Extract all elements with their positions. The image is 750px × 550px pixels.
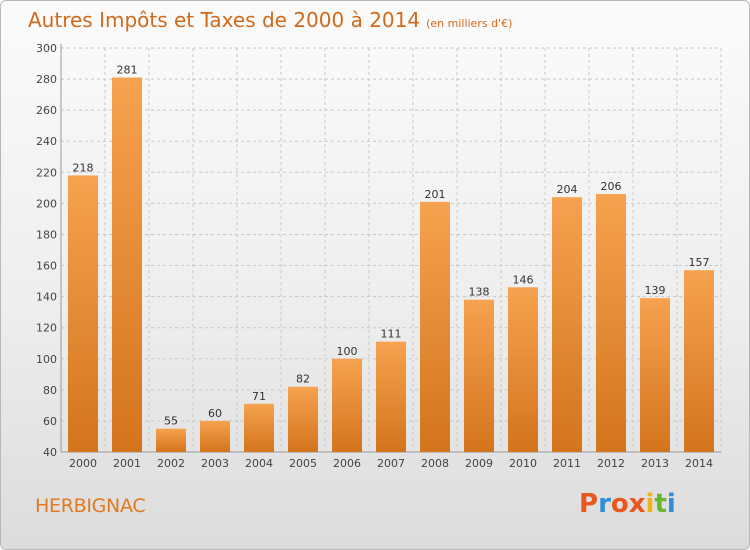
bar[interactable]	[332, 358, 362, 452]
data-label: 82	[296, 373, 310, 386]
x-tick-label: 2004	[245, 457, 273, 470]
y-tick-label: 240	[36, 135, 57, 148]
labels: 40 60 80 100 120 140 160 180 200 220 240 260 280 300 2…	[36, 42, 713, 470]
x-tick-label: 2000	[69, 457, 97, 470]
x-tick-label: 2001	[113, 457, 141, 470]
logo-letter: o	[610, 489, 629, 519]
x-tick-label: 2007	[377, 457, 405, 470]
y-tick-label: 220	[36, 166, 57, 179]
data-label: 100	[337, 345, 358, 358]
y-tick-label: 180	[36, 228, 57, 241]
logo-letter: i	[666, 489, 676, 519]
bar[interactable]	[420, 201, 450, 452]
y-tick-label: 200	[36, 197, 57, 210]
bar[interactable]	[112, 77, 142, 453]
x-tick-label: 2005	[289, 457, 317, 470]
data-label: 138	[469, 286, 490, 299]
x-tick-label: 2010	[509, 457, 537, 470]
x-tick-label: 2009	[465, 457, 493, 470]
commune-name: HERBIGNAC	[35, 495, 146, 517]
y-tick-label: 160	[36, 260, 57, 273]
title-text: Autres Impôts et Taxes de 2000 à 2014	[28, 8, 421, 32]
x-tick-label: 2014	[685, 457, 713, 470]
y-tick-label: 260	[36, 104, 57, 117]
y-tick-label: 80	[43, 384, 57, 397]
data-label: 139	[645, 284, 666, 297]
bar[interactable]	[684, 270, 714, 452]
data-label: 111	[381, 328, 402, 341]
logo-letter: i	[645, 489, 655, 519]
y-tick-label: 100	[36, 353, 57, 366]
proxiti-logo[interactable]: Proxiti	[579, 489, 676, 519]
x-tick-label: 2002	[157, 457, 185, 470]
data-label: 71	[252, 390, 266, 403]
data-label: 60	[208, 407, 222, 420]
data-label: 206	[601, 180, 622, 193]
bar[interactable]	[68, 175, 98, 452]
x-tick-label: 2012	[597, 457, 625, 470]
bar[interactable]	[464, 299, 494, 452]
bar[interactable]	[552, 197, 582, 452]
data-label: 55	[164, 415, 178, 428]
bar[interactable]	[640, 298, 670, 452]
y-tick-label: 280	[36, 73, 57, 86]
y-tick-label: 300	[36, 42, 57, 55]
data-label: 218	[73, 161, 94, 174]
bar[interactable]	[596, 194, 626, 453]
data-label: 201	[425, 188, 446, 201]
y-tick-label: 60	[43, 415, 57, 428]
y-tick-label: 40	[43, 446, 57, 459]
x-tick-label: 2008	[421, 457, 449, 470]
bars	[68, 77, 714, 453]
logo-letter: x	[628, 489, 646, 519]
logo-letter: r	[598, 489, 611, 519]
y-tick-label: 120	[36, 322, 57, 335]
bar[interactable]	[156, 428, 186, 452]
logo-letter: t	[654, 489, 667, 519]
x-tick-label: 2013	[641, 457, 669, 470]
bar[interactable]	[288, 386, 318, 452]
x-tick-label: 2006	[333, 457, 361, 470]
data-label: 157	[689, 256, 710, 269]
bar[interactable]	[200, 420, 230, 452]
y-tick-label: 140	[36, 291, 57, 304]
logo-letter: P	[579, 489, 599, 519]
data-label: 281	[117, 64, 138, 77]
chart-subtitle: (en milliers d'€)	[426, 17, 513, 30]
chart-title: Autres Impôts et Taxes de 2000 à 2014 (en…	[28, 8, 512, 32]
x-tick-label: 2011	[553, 457, 581, 470]
data-label: 146	[513, 273, 534, 286]
x-tick-label: 2003	[201, 457, 229, 470]
data-label: 204	[557, 183, 578, 196]
bar[interactable]	[244, 403, 274, 452]
bar[interactable]	[508, 287, 538, 452]
bar[interactable]	[376, 341, 406, 452]
